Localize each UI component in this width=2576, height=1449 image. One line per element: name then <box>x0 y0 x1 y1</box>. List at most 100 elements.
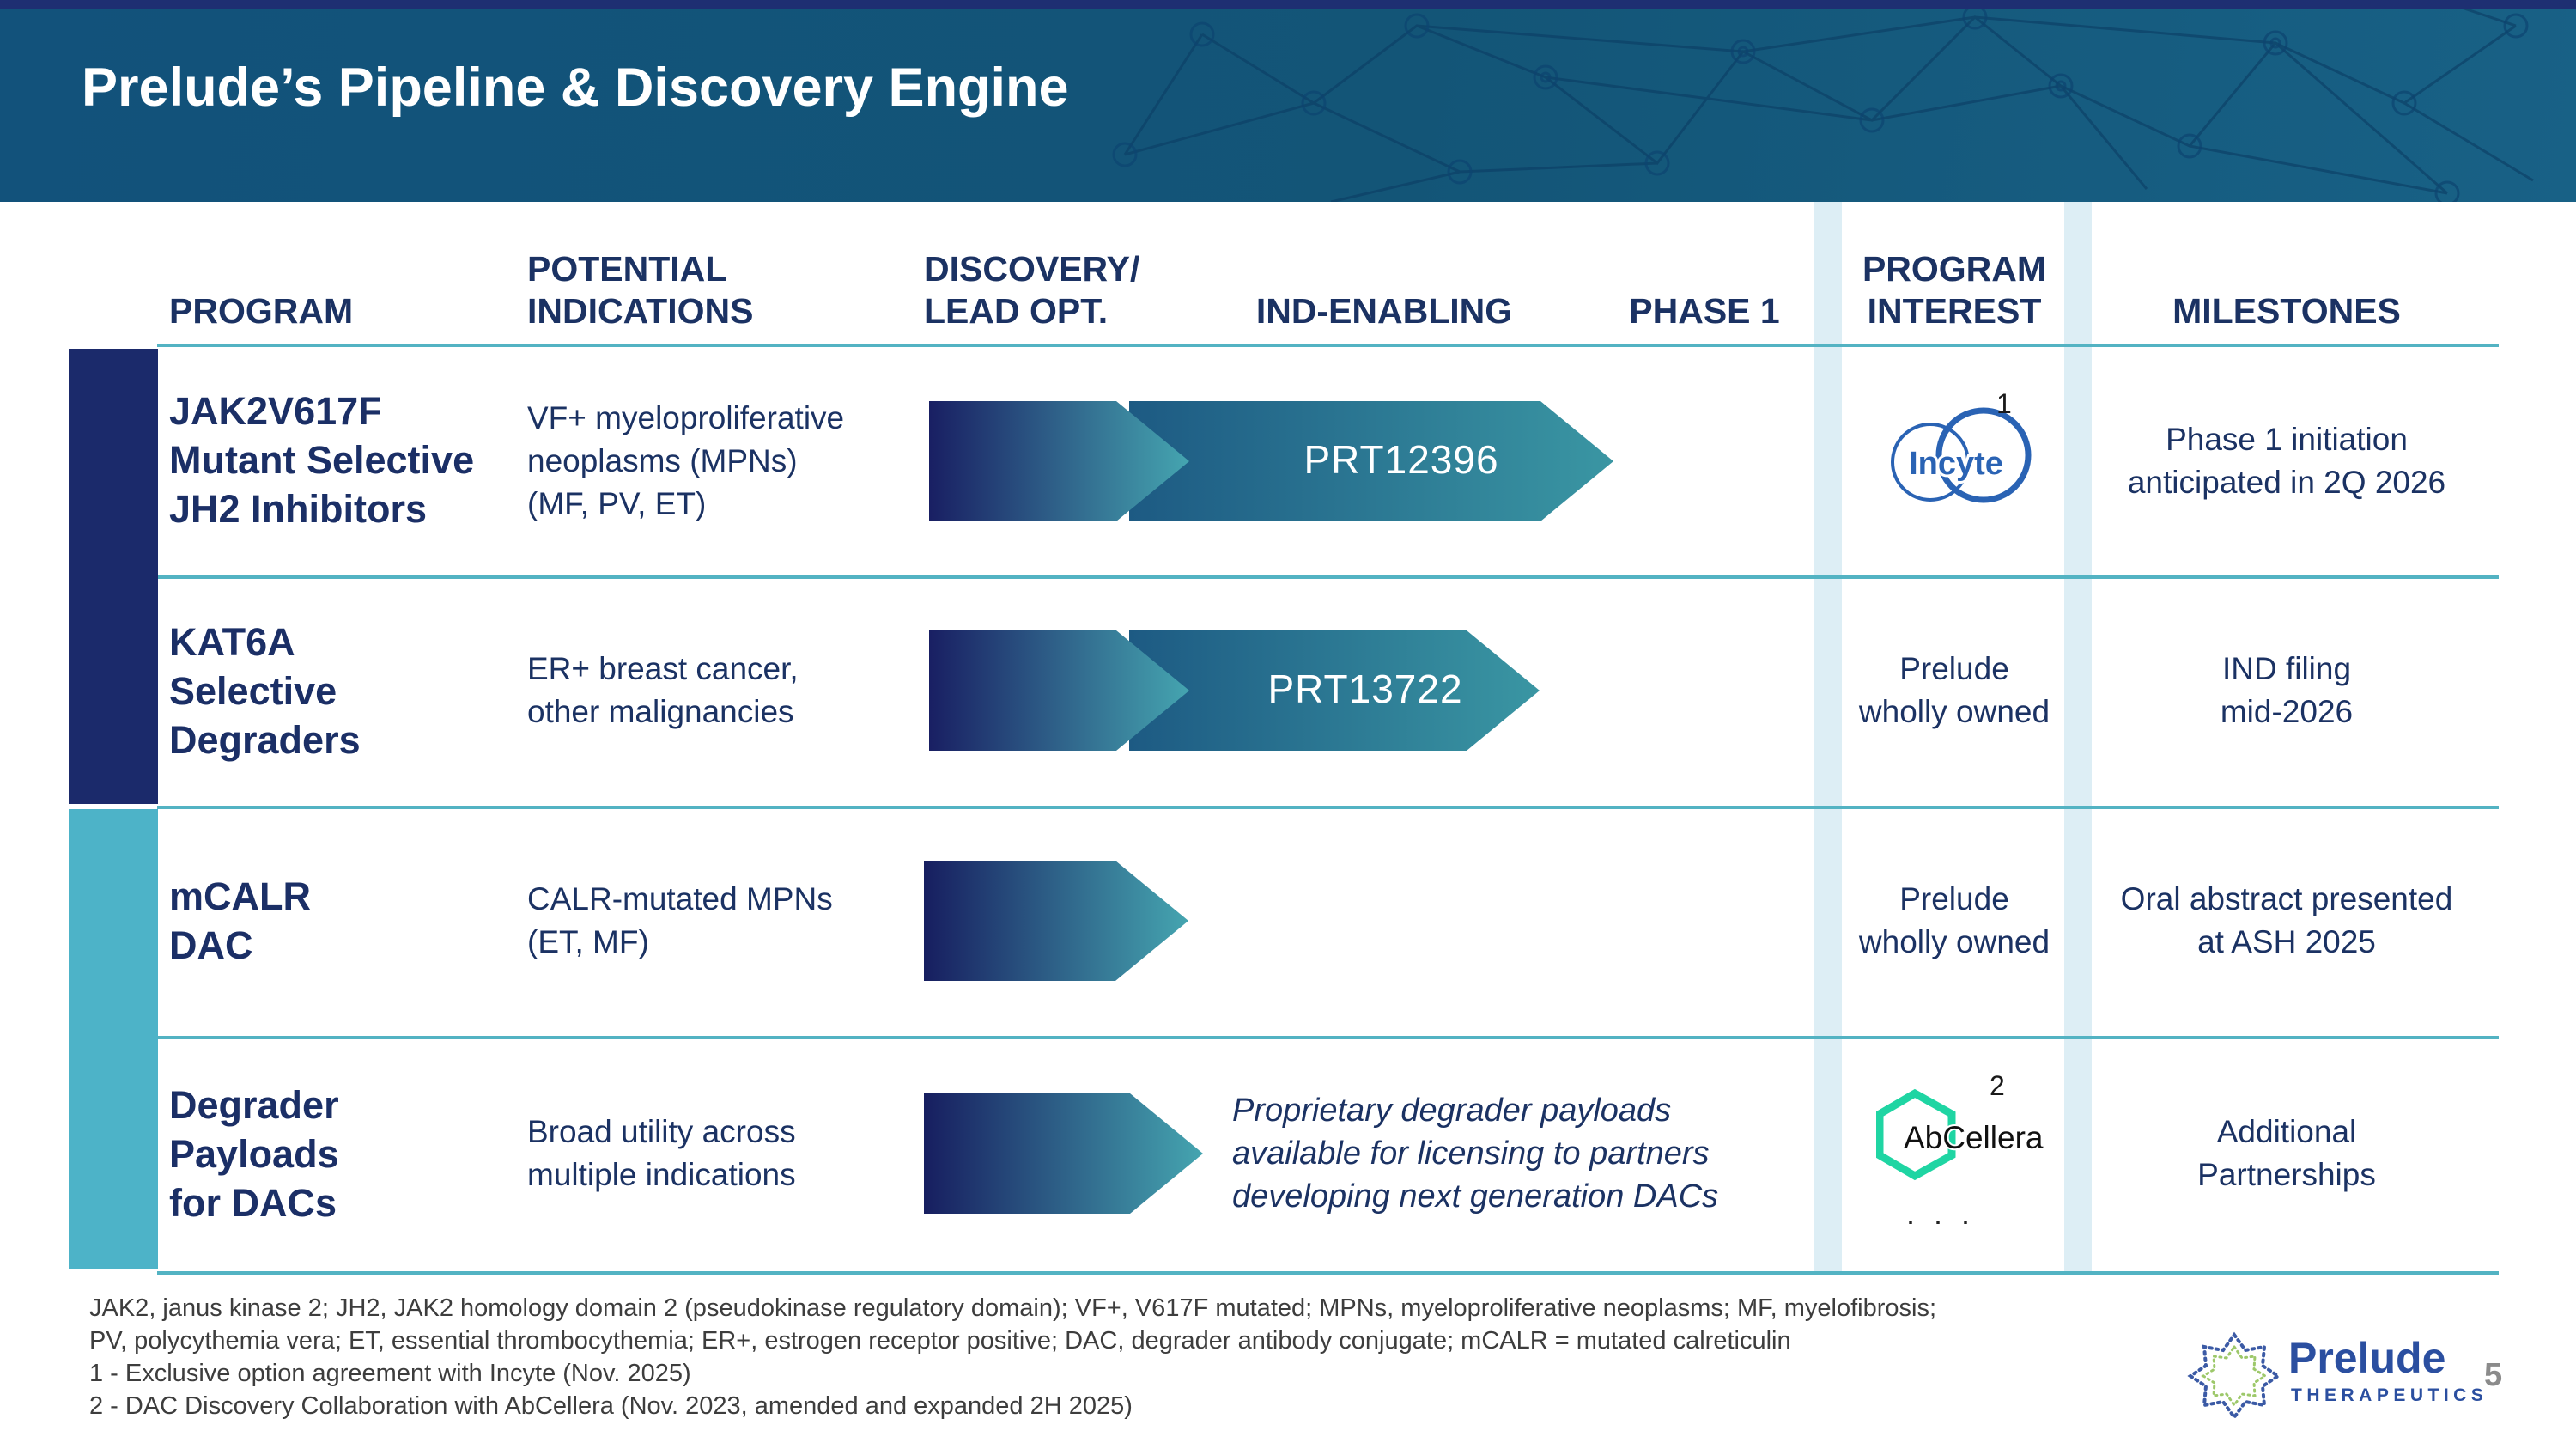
program-name: Degrader Payloads for DACs <box>169 1081 339 1227</box>
prelude-logo-subtitle: THERAPEUTICS <box>2291 1385 2488 1405</box>
program-name: KAT6A Selective Degraders <box>169 618 361 764</box>
indication-line: Broad utility across <box>527 1114 796 1149</box>
interest-line: Prelude <box>1899 881 2009 916</box>
note-line: Proprietary degrader payloads <box>1232 1093 1672 1129</box>
program-name-line: KAT6A <box>169 620 295 664</box>
milestone-line: Partnerships <box>2197 1157 2376 1192</box>
prelude-logo-wordmark: Prelude <box>2288 1334 2446 1382</box>
pipeline-arrow-row2 <box>929 630 1540 751</box>
pipeline-arrow-row1 <box>929 401 1613 521</box>
more-partners-ellipsis: . . . <box>1905 1196 1975 1231</box>
indication-line: (ET, MF) <box>527 924 649 959</box>
abcellera-logo-text: AbCellera <box>1904 1120 2044 1155</box>
program-name-line: JH2 Inhibitors <box>169 487 428 531</box>
indication-line: neoplasms (MPNs) <box>527 443 798 478</box>
indication-line: multiple indications <box>527 1157 796 1192</box>
column-header-line: PROGRAM <box>1862 249 2047 289</box>
milestone-line: Oral abstract presented <box>2120 881 2453 916</box>
program-name-line: Mutant Selective <box>169 438 475 482</box>
indication-text: CALR-mutated MPNs (ET, MF) <box>527 878 833 964</box>
header-divider <box>157 344 2499 347</box>
prelude-logo-mark <box>2187 1331 2281 1421</box>
top-accent-strip <box>0 0 2576 9</box>
incyte-logo: Incyte <box>1891 407 2032 503</box>
interest-line: wholly owned <box>1858 694 2050 729</box>
stage-chevron-discovery <box>929 401 1189 521</box>
interest-column-stripe-right <box>2064 202 2092 1274</box>
program-name-line: mCALR <box>169 874 311 918</box>
column-header-line: DISCOVERY/ <box>924 249 1140 289</box>
stage-chevron-discovery <box>929 630 1189 751</box>
footnote-ref-1: 1 <box>1996 388 2012 419</box>
program-name-line: Selective <box>169 669 337 713</box>
program-name-line: for DACs <box>169 1181 337 1225</box>
stage-chevron-discovery <box>924 1093 1203 1214</box>
compound-label: PRT13722 <box>1267 667 1463 711</box>
interest-line: Prelude <box>1899 651 2009 686</box>
interest-line: wholly owned <box>1858 924 2050 959</box>
indication-line: ER+ breast cancer, <box>527 651 799 686</box>
category-bar-small-molecules <box>69 349 158 804</box>
interest-column-stripe-left <box>1814 202 1842 1274</box>
stage-chevron-ind-enabling <box>1129 630 1540 751</box>
abcellera-hexagon <box>1876 1088 1956 1181</box>
indication-text: ER+ breast cancer, other malignancies <box>527 648 799 734</box>
program-name-line: JAK2V617F <box>169 389 382 433</box>
table-bottom-divider <box>157 1271 2499 1275</box>
column-header-interest: PROGRAM INTEREST <box>1783 248 2126 332</box>
abcellera-logo: AbCellera <box>1876 1088 2045 1181</box>
program-name: mCALR DAC <box>169 872 311 970</box>
milestone-text: Phase 1 initiation anticipated in 2Q 202… <box>2115 418 2458 504</box>
indication-text: Broad utility across multiple indication… <box>527 1111 796 1196</box>
column-header-program: PROGRAM <box>169 291 354 331</box>
indication-line: CALR-mutated MPNs <box>527 881 833 916</box>
page-title: Prelude’s Pipeline & Discovery Engine <box>82 58 1069 118</box>
footnote-abbreviations-2: PV, polycythemia vera; ET, essential thr… <box>89 1327 1791 1355</box>
footnote-abbreviations-1: JAK2, janus kinase 2; JH2, JAK2 homology… <box>89 1294 1937 1322</box>
column-header-indications: POTENTIAL INDICATIONS <box>527 248 753 332</box>
column-header-ind-enabling: IND-ENABLING <box>1255 291 1513 331</box>
milestone-text: Oral abstract presented at ASH 2025 <box>2115 878 2458 964</box>
footnote-abcellera: 2 - DAC Discovery Collaboration with AbC… <box>89 1392 1133 1420</box>
milestone-text: Additional Partnerships <box>2115 1111 2458 1196</box>
milestone-line: anticipated in 2Q 2026 <box>2127 465 2446 500</box>
indication-line: (MF, PV, ET) <box>527 486 707 521</box>
program-name-line: Degraders <box>169 718 361 762</box>
milestone-line: Phase 1 initiation <box>2166 422 2408 457</box>
program-name: JAK2V617F Mutant Selective JH2 Inhibitor… <box>169 387 474 533</box>
row-divider <box>157 575 2499 579</box>
column-header-line: INDICATIONS <box>527 291 754 331</box>
prelude-star-outline <box>2187 1331 2281 1421</box>
program-interest-text: Prelude wholly owned <box>1783 648 2126 734</box>
note-line: developing next generation DACs <box>1232 1178 1719 1215</box>
stage-chevron-ind-enabling <box>1129 401 1613 521</box>
row-divider <box>157 806 2499 809</box>
indication-text: VF+ myeloproliferative neoplasms (MPNs) … <box>527 397 844 526</box>
pipeline-arrow-row3 <box>924 861 1188 981</box>
milestone-line: Additional <box>2216 1114 2357 1149</box>
compound-label: PRT12396 <box>1303 437 1499 482</box>
program-name-line: DAC <box>169 923 253 967</box>
row-divider <box>157 1036 2499 1039</box>
column-header-line: INTEREST <box>1867 291 2042 331</box>
program-name-line: Payloads <box>169 1132 339 1176</box>
footnote-ref-2: 2 <box>1990 1070 2005 1101</box>
network-pattern-graphic <box>1112 0 2534 202</box>
title-banner: Prelude’s Pipeline & Discovery Engine <box>0 0 2576 202</box>
column-header-milestones: MILESTONES <box>2172 291 2401 331</box>
stage-chevron-discovery <box>924 861 1188 981</box>
column-header-phase1: PHASE 1 <box>1629 291 1780 331</box>
milestone-line: at ASH 2025 <box>2197 924 2376 959</box>
program-name-line: Degrader <box>169 1083 339 1127</box>
indication-line: VF+ myeloproliferative <box>527 400 845 435</box>
indication-line: other malignancies <box>527 694 794 729</box>
milestone-text: IND filing mid-2026 <box>2115 648 2458 734</box>
footnote-incyte: 1 - Exclusive option agreement with Incy… <box>89 1360 691 1387</box>
category-bar-dac <box>69 809 158 1269</box>
column-header-line: LEAD OPT. <box>924 291 1109 331</box>
prelude-star-inner <box>2201 1344 2268 1408</box>
pipeline-arrow-row4 <box>924 1093 1203 1214</box>
payload-licensing-note: Proprietary degrader payloads available … <box>1232 1089 1718 1218</box>
milestone-line: IND filing <box>2221 651 2352 686</box>
